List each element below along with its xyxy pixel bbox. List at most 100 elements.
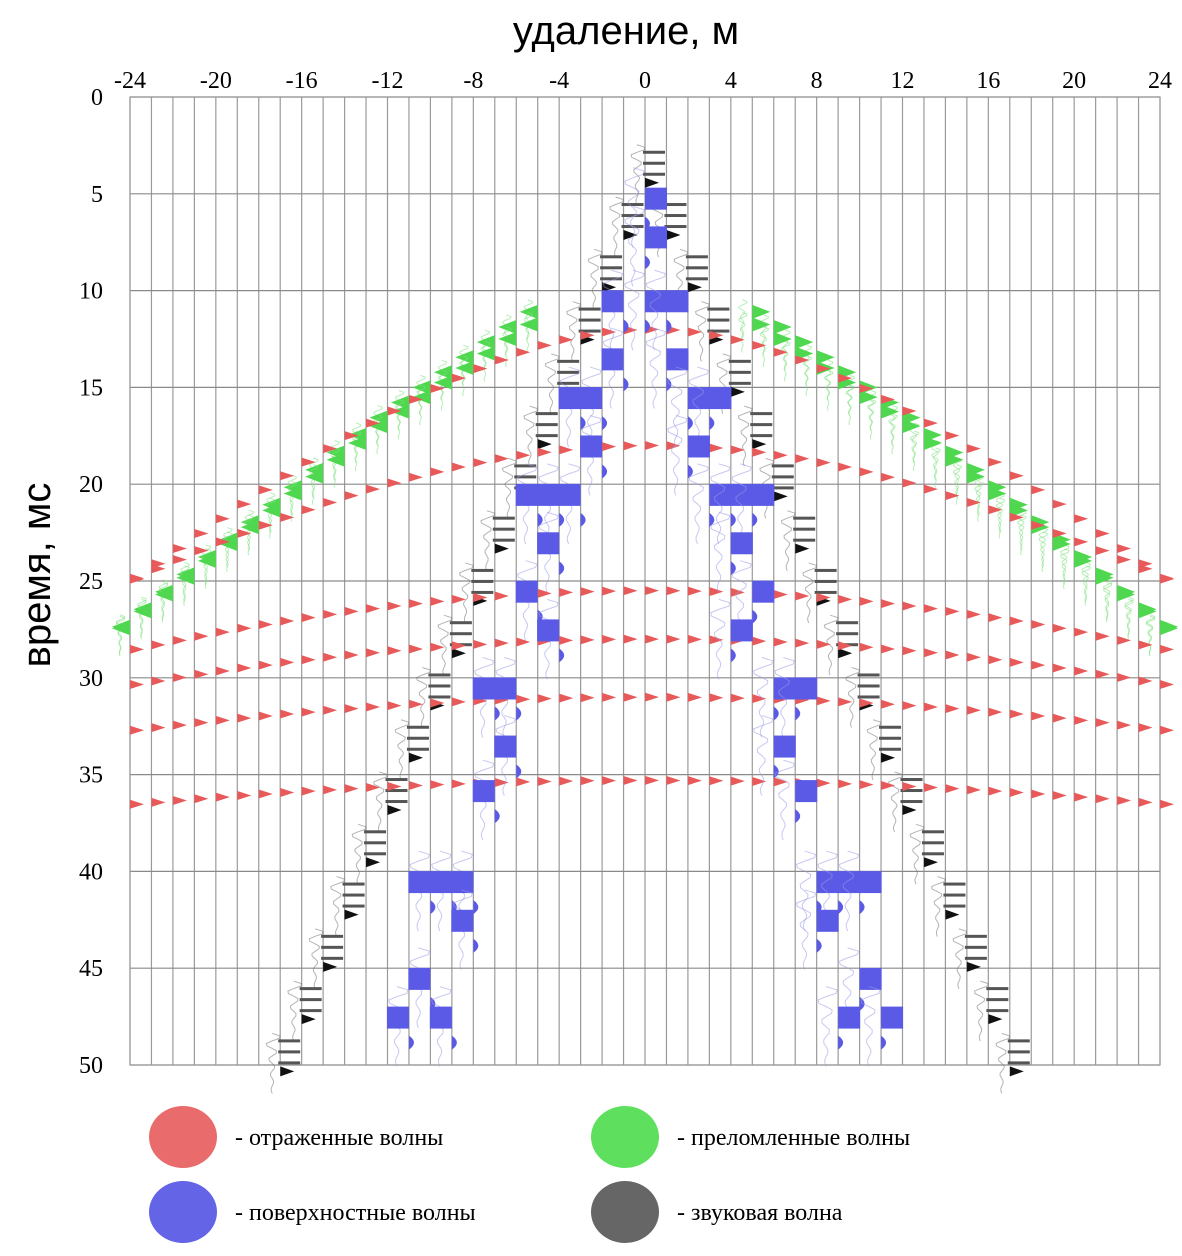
reflected-wave-mark — [1052, 713, 1067, 723]
surface-wave-mark — [601, 290, 624, 313]
refracted-wiggle — [759, 326, 770, 368]
reflected-wave-mark — [1009, 787, 1024, 797]
sound-wave-mark — [687, 282, 702, 293]
sound-wave-mark — [408, 752, 423, 763]
y-tick-label: 30 — [79, 666, 103, 692]
sound-wiggle — [909, 823, 925, 885]
surface-wave-mark — [623, 377, 629, 392]
reflected-wave-mark — [387, 781, 402, 791]
surface-wiggle — [710, 463, 731, 545]
reflected-wave-mark — [237, 528, 252, 538]
surface-wave-mark — [752, 483, 775, 506]
reflected-wave-mark — [1095, 718, 1110, 728]
surface-wave-mark — [516, 764, 522, 779]
reflected-wave-mark — [1074, 792, 1089, 802]
surface-wave-mark — [429, 1006, 452, 1029]
reflected-wave-mark — [1117, 555, 1132, 565]
reflected-wave-mark — [752, 340, 767, 350]
sound-wave-mark — [492, 516, 515, 520]
surface-wiggle — [624, 205, 645, 287]
sound-wave-mark — [793, 538, 816, 542]
sound-wiggle — [544, 353, 560, 414]
reflected-wave-mark — [301, 613, 316, 623]
reflected-wave-mark — [451, 462, 466, 472]
refracted-wave-mark — [305, 469, 324, 484]
reflected-wave-mark — [1031, 620, 1046, 630]
refracted-wiggle — [931, 447, 941, 488]
legend-swatch-sound — [591, 1181, 659, 1243]
reflected-wave-mark — [773, 450, 788, 460]
surface-wave-mark — [537, 483, 560, 506]
refracted-wiggle — [180, 561, 190, 603]
refracted-wiggle — [1060, 544, 1070, 586]
sound-wave-mark — [795, 543, 810, 554]
sound-wiggle — [995, 1032, 1011, 1094]
reflected-wave-mark — [494, 777, 509, 787]
reflected-wave-mark — [838, 373, 853, 383]
reflected-wave-mark — [1074, 715, 1089, 725]
y-tick-label: 45 — [79, 956, 103, 982]
sound-wiggle — [845, 667, 861, 728]
refracted-wave-mark — [1052, 537, 1071, 552]
refracted-wave-mark — [176, 570, 195, 585]
reflected-wave-mark — [323, 652, 338, 662]
reflected-wave-mark — [881, 394, 896, 404]
reflected-wave-mark — [194, 546, 209, 556]
reflected-wave-mark — [559, 587, 574, 597]
reflected-wave-mark — [237, 790, 252, 800]
reflected-wave-mark — [151, 676, 166, 686]
surface-wiggle — [624, 269, 645, 351]
refracted-wave-mark — [476, 346, 495, 361]
reflected-wave-mark — [988, 457, 1003, 467]
surface-wave-mark — [451, 871, 474, 894]
refracted-wave-mark — [433, 365, 452, 380]
sound-wave-mark — [643, 172, 665, 176]
reflected-wave-mark — [537, 447, 552, 457]
sound-wave-mark — [385, 789, 408, 793]
sound-wave-mark — [988, 1014, 1003, 1025]
sound-wave-mark — [323, 961, 338, 972]
reflected-wave-mark — [366, 702, 381, 712]
refracted-wiggle — [180, 565, 190, 606]
sound-wave-mark — [471, 568, 494, 572]
sound-wave-mark — [278, 1050, 301, 1054]
reflected-wave-mark — [430, 467, 445, 477]
surface-wave-mark — [666, 348, 689, 371]
refracted-wave-mark — [1074, 553, 1093, 568]
sound-wiggle — [823, 614, 839, 676]
reflected-wave-mark — [194, 669, 209, 679]
refracted-wiggle — [781, 341, 791, 382]
surface-wiggle — [774, 657, 795, 738]
refracted-wiggle — [931, 439, 941, 481]
reflected-wave-mark — [923, 418, 938, 428]
reflected-wave-mark — [1117, 544, 1132, 554]
sound-wave-mark — [750, 423, 773, 427]
reflected-wave-mark — [473, 639, 488, 649]
surface-wave-mark — [666, 319, 672, 334]
reflected-wave-mark — [1009, 471, 1024, 481]
reflected-wave-mark — [494, 355, 509, 365]
sound-wave-mark — [578, 307, 601, 311]
reflected-wave-mark — [258, 711, 273, 721]
surface-wave-mark — [473, 938, 479, 953]
reflected-wave-mark — [966, 785, 981, 795]
sound-wave-mark — [921, 830, 944, 834]
sound-wave-mark — [707, 307, 730, 311]
reflected-wave-mark — [645, 692, 659, 702]
reflected-wave-mark — [859, 780, 874, 790]
surface-wave-mark — [859, 967, 882, 990]
refracted-wiggle — [888, 413, 898, 455]
refracted-wave-mark — [773, 332, 792, 346]
sound-wave-mark — [943, 882, 966, 886]
surface-wave-mark — [730, 532, 753, 555]
reflected-wave-mark — [366, 484, 381, 494]
sound-wave-mark — [406, 736, 429, 740]
sound-wave-mark — [728, 370, 751, 374]
sound-wave-mark — [449, 621, 472, 625]
reflected-wave-mark — [215, 627, 230, 637]
reflected-wave-mark — [816, 778, 831, 788]
reflected-wave-mark — [838, 594, 853, 604]
surface-wave-mark — [816, 871, 839, 894]
wave-events — [112, 144, 1178, 1094]
surface-wave-mark — [687, 464, 693, 479]
